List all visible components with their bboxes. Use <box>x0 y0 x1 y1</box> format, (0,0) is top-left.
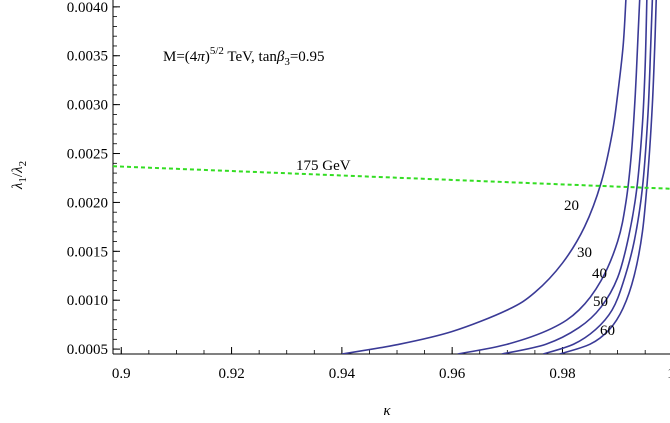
reference-line-175-gev <box>113 165 670 190</box>
y-tick-label-0-0035: 0.0035 <box>67 49 108 65</box>
y-tick-label-0-0010: 0.0010 <box>67 293 108 309</box>
y-tick-label-0-0025: 0.0025 <box>67 147 108 163</box>
x-tick-label-0-98: 0.98 <box>549 366 575 382</box>
x-tick-label-0-92: 0.92 <box>218 366 244 382</box>
curve-30 <box>457 0 641 354</box>
y-tick-label-0-0020: 0.0020 <box>67 195 108 211</box>
curve-label-30: 30 <box>577 245 592 261</box>
curve-50 <box>542 0 654 354</box>
x-tick-label-0-9: 0.9 <box>112 366 131 382</box>
x-tick-label-0-94: 0.94 <box>329 366 356 382</box>
curve-20 <box>341 0 627 354</box>
curve-label-60: 60 <box>600 323 615 339</box>
reference-line-label: 175 GeV <box>296 158 351 174</box>
axes <box>112 0 670 355</box>
reference-line-group <box>113 165 670 190</box>
curves <box>341 0 658 354</box>
y-tick-label-0-0005: 0.0005 <box>67 342 108 358</box>
x-axis-label: κ <box>383 403 391 419</box>
curve-60 <box>559 0 658 354</box>
ticks: 0.9 0.92 0.94 0.96 0.98 1. 0.0005 0.0010 0.0015 0… <box>67 0 670 382</box>
y-tick-label-0-0015: 0.0015 <box>67 244 108 260</box>
y-axis-label: λ1/λ2 <box>10 161 29 190</box>
curve-label-50: 50 <box>593 294 608 310</box>
curve-40 <box>501 0 648 354</box>
curve-label-40: 40 <box>592 266 607 282</box>
y-tick-label-0-0040: 0.0040 <box>67 0 108 16</box>
chart-annotation: M=(4π)5/2 TeV, tanβ3=0.95 <box>163 45 325 68</box>
curve-label-20: 20 <box>564 198 579 214</box>
x-tick-label-0-96: 0.96 <box>439 366 466 382</box>
y-tick-label-0-0030: 0.0030 <box>67 98 108 114</box>
x-tick-label-1: 1. <box>667 366 670 382</box>
